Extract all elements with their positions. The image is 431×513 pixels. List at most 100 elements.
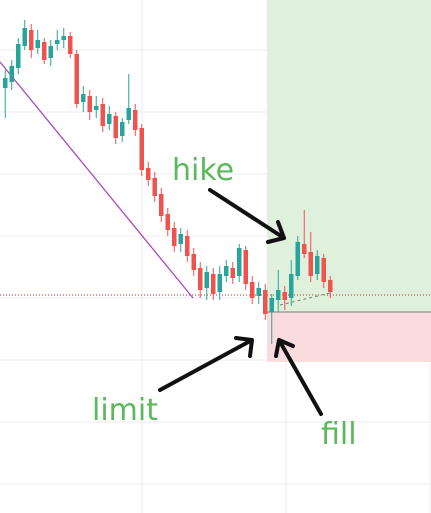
candle xyxy=(328,276,333,298)
candle xyxy=(250,276,255,304)
candle-body xyxy=(250,282,255,298)
candle-body xyxy=(126,108,131,120)
candle-body xyxy=(191,254,196,270)
fill-arrow xyxy=(274,338,323,416)
candle xyxy=(81,86,86,112)
candle xyxy=(172,222,177,252)
candle-body xyxy=(243,250,248,284)
candle xyxy=(185,230,190,262)
candle-body xyxy=(35,40,40,48)
candle xyxy=(308,232,313,282)
annotation-arrows xyxy=(158,188,323,416)
candle xyxy=(263,284,268,320)
candle xyxy=(211,268,216,300)
candle-body xyxy=(321,258,326,282)
target-zone xyxy=(267,0,431,312)
annotation-hike: hike xyxy=(172,153,234,188)
candle-body xyxy=(328,280,333,292)
candle-body xyxy=(146,168,151,180)
candle xyxy=(256,282,261,304)
candle xyxy=(321,254,326,288)
stop-zone xyxy=(267,312,431,362)
candle xyxy=(16,38,21,74)
candle xyxy=(230,262,235,284)
candle-body xyxy=(68,36,73,54)
candle-body xyxy=(120,122,125,136)
candle-body xyxy=(178,234,183,244)
limit-arrow xyxy=(158,336,254,392)
candle-body xyxy=(48,46,53,58)
candle xyxy=(55,30,60,50)
candle xyxy=(42,38,47,64)
candle xyxy=(74,50,79,108)
candle xyxy=(9,60,14,90)
candle-body xyxy=(3,78,8,88)
candle xyxy=(165,208,170,236)
candle-body xyxy=(107,114,112,124)
candle-body xyxy=(87,96,92,112)
candle xyxy=(100,98,105,132)
candle-body xyxy=(276,290,281,300)
candle-body xyxy=(113,116,118,138)
trend-line xyxy=(0,61,194,299)
candle-body xyxy=(230,268,235,278)
candle xyxy=(224,260,229,282)
candle xyxy=(87,90,92,120)
candle xyxy=(146,162,151,186)
candle-body xyxy=(224,266,229,276)
candle-body xyxy=(100,104,105,126)
candle xyxy=(35,30,40,54)
candle xyxy=(243,246,248,290)
candle-body xyxy=(133,110,138,130)
candle-body xyxy=(198,268,203,290)
candle-body xyxy=(256,288,261,296)
annotation-limit: limit xyxy=(92,393,158,428)
candle xyxy=(68,32,73,58)
candle-body xyxy=(269,298,274,312)
candle-body xyxy=(29,30,34,50)
candle-body xyxy=(295,242,300,276)
candle-body xyxy=(204,272,209,288)
candle-body xyxy=(185,236,190,256)
projection-dash xyxy=(279,292,331,306)
candle-body xyxy=(289,274,294,298)
candle-body xyxy=(217,274,222,292)
candle xyxy=(178,228,183,252)
candle xyxy=(22,20,27,50)
candle xyxy=(152,172,157,202)
candle xyxy=(276,270,281,312)
candle-body xyxy=(172,228,177,246)
candle xyxy=(198,262,203,298)
candle xyxy=(191,248,196,276)
candle-body xyxy=(94,106,99,110)
candle-body xyxy=(263,290,268,314)
candle xyxy=(113,112,118,144)
candle xyxy=(302,210,307,258)
candle xyxy=(29,24,34,58)
candle-body xyxy=(315,256,320,274)
candle xyxy=(315,250,320,280)
candle-body xyxy=(152,178,157,196)
candle-body xyxy=(159,194,164,216)
candle xyxy=(282,286,287,310)
candle xyxy=(269,294,274,344)
hike-arrow xyxy=(208,188,286,244)
candle-body xyxy=(61,36,66,40)
candle-body xyxy=(81,94,86,102)
candle-body xyxy=(211,274,216,294)
candle xyxy=(295,236,300,280)
candle-body xyxy=(55,40,60,44)
candle xyxy=(48,40,53,66)
candle xyxy=(126,74,131,124)
candles-group xyxy=(3,20,333,344)
candle xyxy=(120,118,125,142)
candle-body xyxy=(16,44,21,68)
candle-body xyxy=(22,28,27,46)
candle xyxy=(237,244,242,282)
candle xyxy=(204,266,209,300)
candle xyxy=(94,96,99,118)
candle xyxy=(217,266,222,300)
annotation-fill: fill xyxy=(321,417,357,452)
candle xyxy=(289,260,294,306)
